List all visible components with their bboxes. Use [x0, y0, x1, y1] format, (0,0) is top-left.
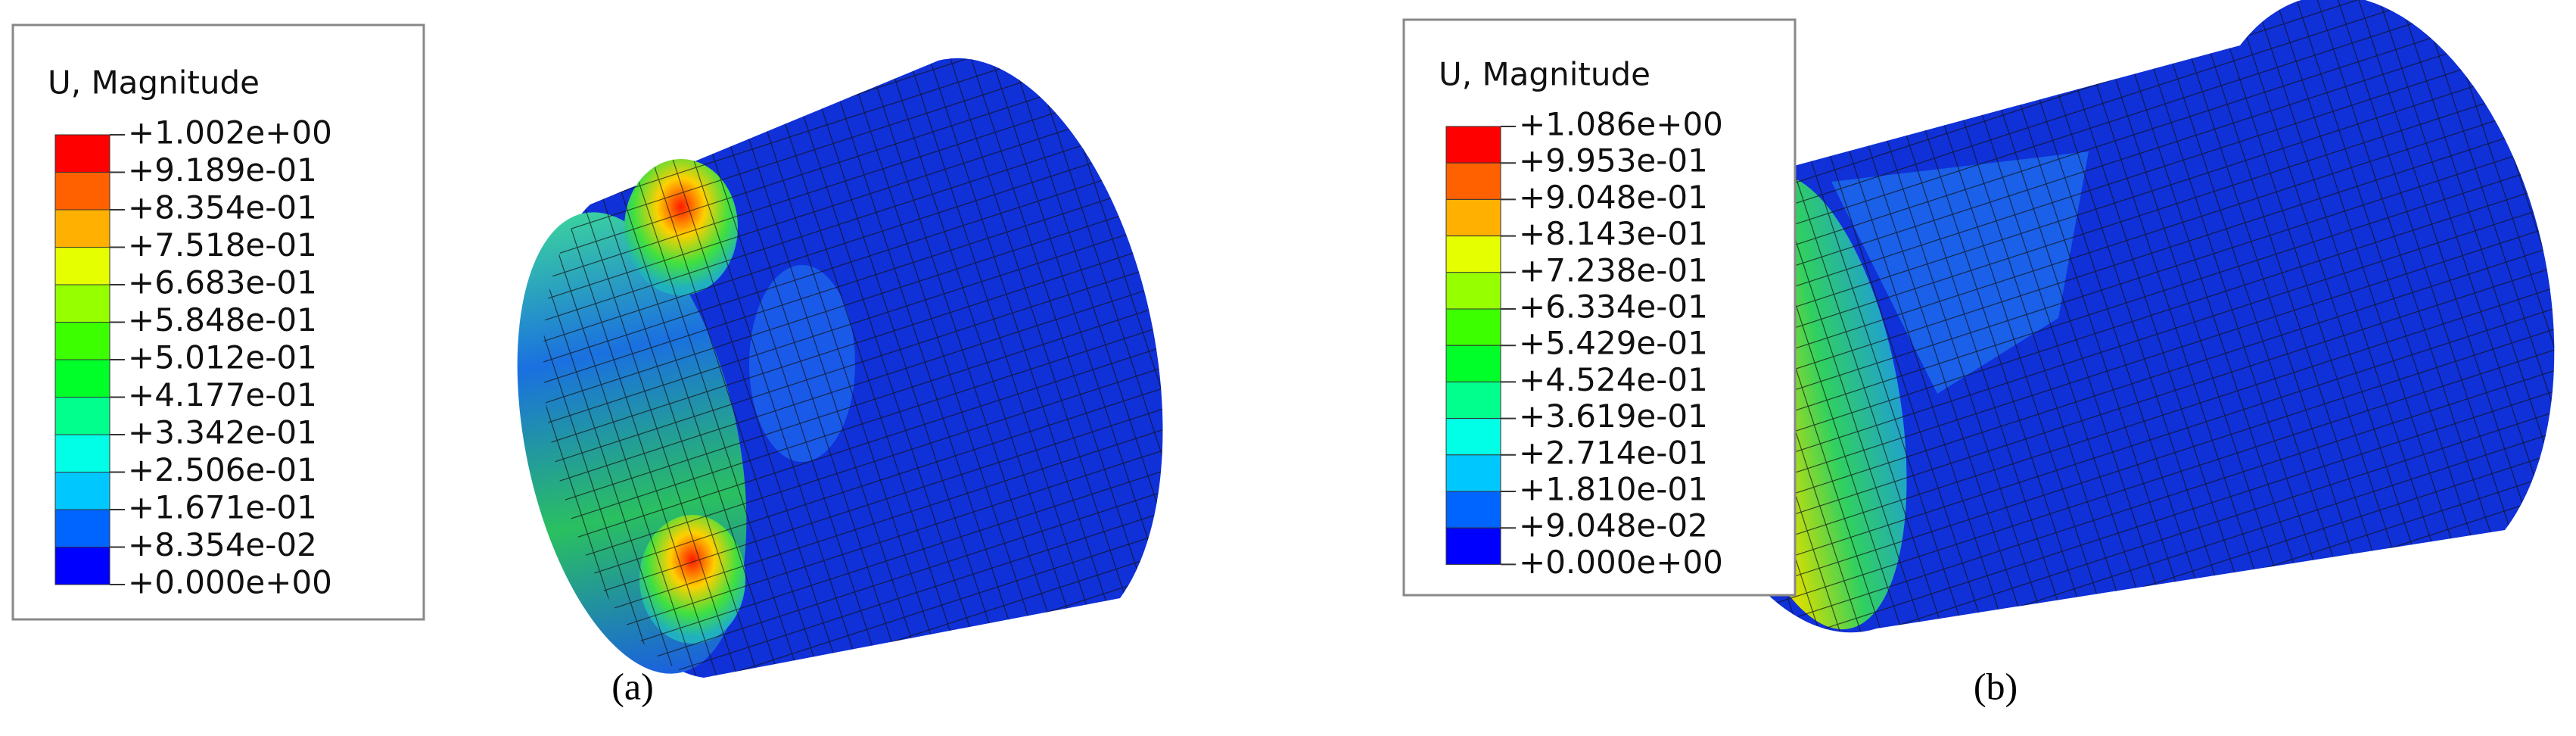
- color-swatch: [54, 547, 110, 585]
- legend-label: +0.000e+00: [1519, 544, 1723, 581]
- color-swatch: [1445, 491, 1501, 529]
- legend-label: +0.000e+00: [128, 564, 332, 601]
- color-swatch: [54, 359, 110, 398]
- legend-label: +6.683e-01: [128, 264, 317, 301]
- legend-label: +9.189e-01: [128, 151, 317, 189]
- color-swatch: [1445, 418, 1501, 456]
- legend-label: +8.354e-01: [128, 189, 317, 226]
- color-swatch: [1445, 345, 1501, 382]
- legend-label: +6.334e-01: [1519, 288, 1708, 326]
- color-swatch: [1445, 454, 1501, 492]
- color-swatch: [1445, 272, 1501, 310]
- legend-label: +4.177e-01: [128, 376, 317, 413]
- color-swatch: [1445, 527, 1501, 565]
- color-swatch: [54, 134, 110, 173]
- color-swatch: [1445, 126, 1501, 164]
- color-swatch: [1445, 235, 1501, 273]
- legend-label: +9.953e-01: [1519, 142, 1708, 179]
- color-swatch: [1445, 308, 1501, 346]
- legend-label: +2.714e-01: [1519, 434, 1708, 471]
- legend-label: +9.048e-01: [1519, 179, 1708, 216]
- legend-label: +3.619e-01: [1519, 398, 1708, 435]
- color-swatch: [54, 247, 110, 285]
- legend-label: +1.002e+00: [128, 114, 332, 151]
- color-swatch: [1445, 198, 1501, 237]
- legend-label: +2.506e-01: [128, 451, 317, 488]
- legend: U, Magnitude+1.086e+00+9.953e-01+9.048e-…: [1402, 18, 1797, 597]
- color-swatch: [54, 472, 110, 510]
- legend-label: +5.012e-01: [128, 339, 317, 376]
- legend-label: +8.354e-02: [128, 526, 317, 563]
- legend-label: +7.238e-01: [1519, 251, 1708, 288]
- legend-label: +4.524e-01: [1519, 361, 1708, 398]
- legend-label: +7.518e-01: [128, 226, 317, 264]
- legend-title: U, Magnitude: [48, 64, 260, 101]
- legend: U, Magnitude+1.002e+00+9.189e-01+8.354e-…: [11, 23, 425, 621]
- legend-label: +1.086e+00: [1519, 106, 1723, 143]
- legend-label: +8.143e-01: [1519, 215, 1708, 252]
- legend-title: U, Magnitude: [1439, 56, 1650, 93]
- color-swatch: [54, 509, 110, 547]
- color-swatch: [54, 322, 110, 360]
- cylinder-b: [1674, 0, 2555, 633]
- color-swatch: [1445, 162, 1501, 200]
- cylinder-a: [517, 58, 1163, 678]
- legend-label: +1.810e-01: [1519, 471, 1708, 508]
- caption: (b): [1974, 665, 2018, 707]
- color-swatch: [54, 434, 110, 472]
- color-swatch: [54, 397, 110, 435]
- color-swatch: [54, 209, 110, 248]
- caption: (a): [611, 665, 654, 707]
- color-swatch: [1445, 381, 1501, 419]
- legend-label: +5.848e-01: [128, 301, 317, 338]
- legends: U, Magnitude+1.002e+00+9.189e-01+8.354e-…: [11, 18, 2018, 707]
- legend-label: +3.342e-01: [128, 414, 317, 451]
- color-swatch: [54, 172, 110, 211]
- legend-label: +9.048e-02: [1519, 507, 1708, 544]
- legend-label: +1.671e-01: [128, 489, 317, 526]
- color-swatch: [54, 284, 110, 323]
- legend-label: +5.429e-01: [1519, 325, 1708, 362]
